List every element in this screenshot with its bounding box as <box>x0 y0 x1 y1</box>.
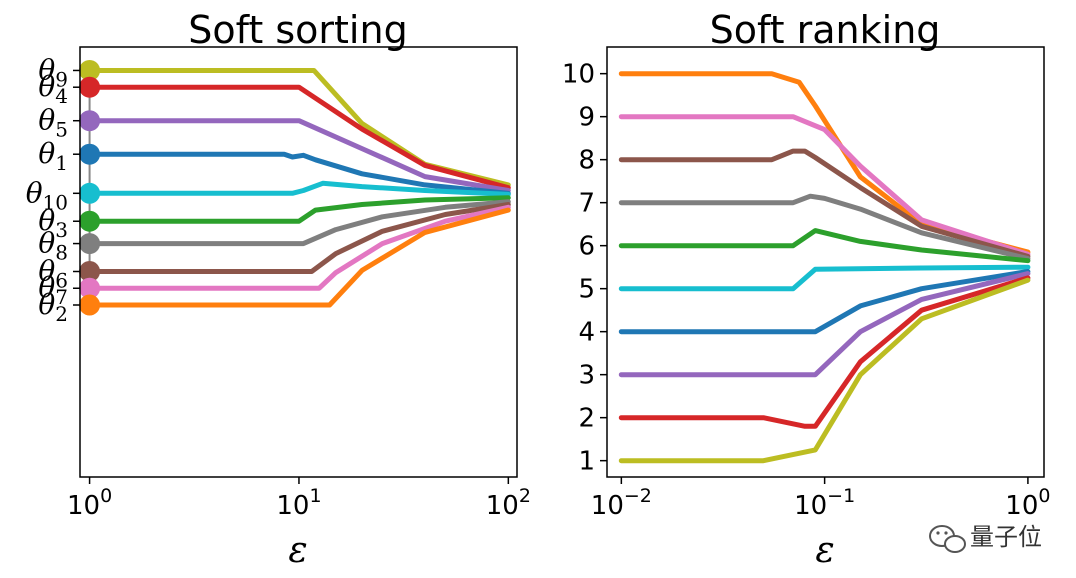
soft-sorting-plot-area <box>79 59 511 316</box>
soft-sorting-series-line <box>87 118 511 193</box>
soft-sorting-series-line <box>87 195 511 224</box>
soft-ranking-series-line <box>618 277 1031 464</box>
soft-ranking-y-tick-label: 9 <box>578 103 595 133</box>
soft-ranking-series-line <box>618 148 1031 259</box>
soft-sorting-y-tick-label: θ2 <box>38 288 68 326</box>
soft-ranking-series-line <box>618 114 1031 257</box>
soft-sorting-start-point <box>79 277 101 299</box>
soft-sorting-y-tick-label: θ8 <box>38 227 68 265</box>
soft-sorting-start-point <box>79 210 101 232</box>
soft-sorting-y-tick-label: θ6 <box>38 254 68 292</box>
soft-ranking-axes-frame <box>606 46 1045 478</box>
soft-ranking-series-line <box>618 275 1031 429</box>
soft-sorting-series-line <box>87 199 511 247</box>
soft-sorting-y-tick-label: θ3 <box>38 204 68 242</box>
wechat-logo-icon <box>929 525 966 553</box>
soft-sorting-series-line <box>87 84 511 191</box>
soft-sorting-axes-frame <box>79 46 518 478</box>
soft-ranking-y-tick-label: 7 <box>578 189 595 219</box>
soft-sorting-start-point <box>79 110 101 132</box>
soft-sorting-x-tick-label: 100 <box>67 485 112 521</box>
soft-sorting-y-tick-label: θ5 <box>38 104 68 142</box>
soft-ranking-y-tick-label: 6 <box>578 232 595 262</box>
soft-ranking-series-line <box>618 228 1031 264</box>
soft-sorting-y-tick-label: θ1 <box>38 137 68 175</box>
soft-sorting-series-line <box>87 202 511 274</box>
soft-ranking-series-line <box>618 271 1031 378</box>
soft-ranking-series-line <box>618 264 1031 292</box>
soft-sorting-panel: Soft sorting ε 100 101 102θ9θ4θ5θ1θ10θ3θ8θ… <box>26 8 531 571</box>
soft-ranking-x-tick-label: 10−1 <box>794 485 855 521</box>
soft-sorting-y-tick-label: θ4 <box>38 70 68 108</box>
soft-sorting-start-point <box>79 233 101 255</box>
soft-sorting-x-tick-label: 102 <box>486 485 531 521</box>
soft-ranking-series-line <box>618 269 1031 335</box>
soft-ranking-y-tick-label: 8 <box>578 146 595 176</box>
soft-sorting-start-point <box>79 294 101 316</box>
watermark-text: 量子位 <box>970 523 1042 551</box>
soft-ranking-x-axis-label: ε <box>815 530 834 571</box>
soft-sorting-y-tick-label: θ7 <box>38 271 68 309</box>
soft-sorting-y-tick-label: θ9 <box>38 53 68 91</box>
soft-ranking-y-tick-label: 2 <box>578 404 595 434</box>
soft-ranking-x-tick-label: 10−2 <box>591 485 652 521</box>
soft-ranking-series-line <box>618 193 1031 262</box>
soft-ranking-title: Soft ranking <box>710 8 941 52</box>
watermark: 量子位 <box>929 523 1042 553</box>
soft-ranking-y-tick-label: 5 <box>578 275 595 305</box>
soft-ranking-y-tick-label: 4 <box>578 318 595 348</box>
soft-sorting-start-point <box>79 143 101 165</box>
soft-ranking-x-tick-label: 100 <box>1005 485 1050 521</box>
soft-sorting-series-line <box>87 207 511 308</box>
soft-sorting-start-point <box>79 182 101 204</box>
soft-sorting-y-tick-label: θ10 <box>26 176 68 214</box>
soft-sorting-x-tick-label: 101 <box>276 485 321 521</box>
soft-ranking-y-tick-label: 1 <box>578 447 595 477</box>
soft-ranking-y-tick-label: 3 <box>578 361 595 391</box>
soft-sorting-series-line <box>87 204 511 291</box>
soft-ranking-panel: Soft ranking ε 10−2 10−1 100 1 2 3 4 5 6 7 8 9 10 <box>562 8 1051 571</box>
soft-sorting-x-axis-label: ε <box>288 530 307 571</box>
soft-ranking-y-tick-label: 10 <box>562 60 595 90</box>
soft-sorting-title: Soft sorting <box>188 8 407 52</box>
soft-ranking-plot-area <box>618 71 1031 464</box>
soft-sorting-series-line <box>87 151 511 196</box>
soft-sorting-start-point <box>79 59 101 81</box>
soft-sorting-start-point <box>79 260 101 282</box>
soft-sorting-start-point <box>79 76 101 98</box>
soft-sorting-series-line <box>87 180 511 197</box>
